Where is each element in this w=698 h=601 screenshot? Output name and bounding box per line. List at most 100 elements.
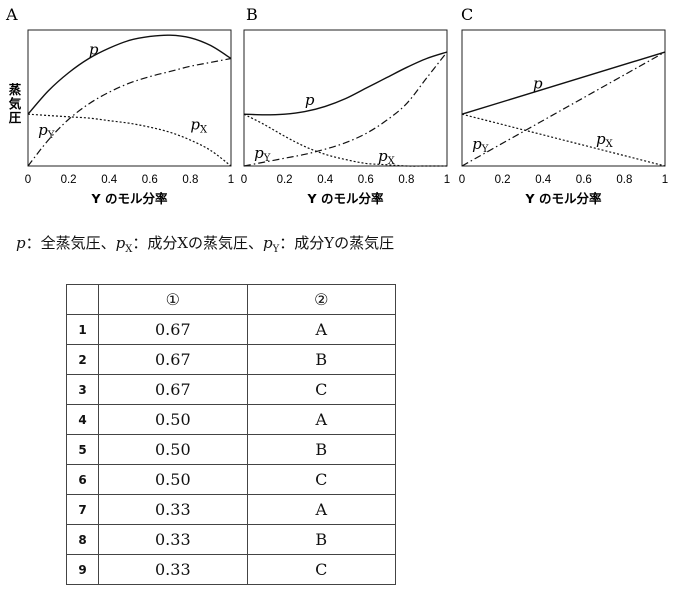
choice-value-1: 0.50 (98, 434, 248, 465)
choice-value-2: C (246, 554, 397, 585)
legend-px-desc: ：成分Xの蒸気圧、 (132, 234, 264, 252)
x-tick-label: 0.8 (398, 174, 414, 186)
curve-label-p: p (89, 41, 99, 59)
legend-py-sub: Y (272, 244, 280, 255)
panel-label: B (246, 5, 258, 24)
panel-label: A (5, 5, 18, 24)
x-tick-label: 0.6 (358, 174, 374, 186)
choice-value-2: A (246, 314, 397, 345)
series-line-px (461, 113, 666, 167)
legend-py-var: p (263, 234, 273, 252)
header-answer-2: ② (246, 284, 397, 315)
y-axis-label: 蒸気圧 (9, 82, 22, 125)
series-line-p (27, 34, 232, 115)
header-number (65, 284, 100, 315)
series-line-px (27, 113, 232, 167)
x-tick-label: 1 (662, 174, 668, 186)
x-axis-title: Y のモル分率 (525, 191, 602, 206)
legend-p-var: p (16, 234, 26, 252)
series-line-py (27, 57, 232, 167)
header-answer-1: ① (98, 284, 248, 315)
chart-panel-a: A 蒸気圧 0 0.2 0.4 0.6 0.8 1 Y のモル分率 p pY pX (5, 5, 234, 206)
choice-value-1: 0.33 (98, 524, 248, 555)
plot-frame (243, 29, 448, 167)
x-tick-label: 0.4 (535, 174, 552, 186)
series-line-px (243, 113, 447, 167)
choice-value-1: 0.33 (98, 554, 248, 585)
curve-label-px: pX (378, 147, 396, 167)
x-tick-label: 0.8 (182, 174, 198, 186)
choice-value-2: B (246, 524, 397, 555)
choice-value-1: 0.50 (98, 404, 248, 435)
choice-value-2: B (246, 344, 397, 375)
series-line-py (461, 51, 666, 167)
choice-number: 5 (65, 434, 100, 465)
x-tick-label: 0 (25, 174, 31, 186)
curve-label-py: pY (38, 121, 55, 141)
x-tick-label: 0 (459, 174, 465, 186)
legend-py-desc: ：成分Yの蒸気圧 (279, 234, 395, 252)
curve-label-px: pX (190, 116, 208, 136)
x-tick-label: 0.4 (101, 174, 118, 186)
legend-px-var: p (115, 234, 126, 252)
choice-number: 3 (65, 374, 100, 405)
series-line-p (243, 51, 448, 116)
choice-number: 9 (65, 554, 100, 585)
x-tick-label: 0.2 (277, 174, 293, 186)
panel-label: C (461, 5, 473, 24)
choice-value-2: A (246, 494, 397, 525)
table-row[interactable]: 4 0.50 A (65, 404, 397, 435)
table-row[interactable]: 6 0.50 C (65, 464, 397, 495)
x-tick-label: 1 (444, 174, 450, 186)
curve-label-py: pY (254, 144, 271, 164)
choice-value-2: C (246, 374, 397, 405)
table-row[interactable]: 1 0.67 A (65, 314, 397, 345)
choice-number: 7 (65, 494, 100, 525)
choice-number: 2 (65, 344, 100, 375)
choice-number: 6 (65, 464, 100, 495)
table-row[interactable]: 3 0.67 C (65, 374, 397, 405)
curve-legend: p：全蒸気圧、pX：成分Xの蒸気圧、pY：成分Yの蒸気圧 (16, 232, 394, 255)
choice-value-1: 0.67 (98, 344, 248, 375)
choice-value-2: B (246, 434, 397, 465)
choice-value-1: 0.33 (98, 494, 248, 525)
choice-number: 4 (65, 404, 100, 435)
series-line-p (461, 51, 666, 115)
curve-label-px: pX (596, 130, 614, 150)
x-tick-label: 0.2 (495, 174, 511, 186)
chart-panel-b: B 0 0.2 0.4 0.6 0.8 1 Y のモル分率 p pY pX (241, 5, 450, 206)
plot-frame (461, 29, 666, 167)
choice-value-1: 0.67 (98, 374, 248, 405)
choice-value-1: 0.67 (98, 314, 248, 345)
table-row[interactable]: 7 0.33 A (65, 494, 397, 525)
choice-value-2: C (246, 464, 397, 495)
vapor-pressure-charts: A 蒸気圧 0 0.2 0.4 0.6 0.8 1 Y のモル分率 p pY pX B 0 0.2 0.4 0.… (5, 5, 668, 206)
curve-label-p: p (305, 91, 315, 109)
choice-number: 8 (65, 524, 100, 555)
answer-choices-table: ① ② 1 0.67 A 2 0.67 B 3 0.67 C 4 0.50 A 5 0.50 B 6 0.50 C… (65, 284, 397, 585)
x-tick-label: 0.4 (317, 174, 334, 186)
table-row[interactable]: 5 0.50 B (65, 434, 397, 465)
table-row[interactable]: 2 0.67 B (65, 344, 397, 375)
choice-value-1: 0.50 (98, 464, 248, 495)
choice-number: 1 (65, 314, 100, 345)
x-tick-label: 1 (228, 174, 234, 186)
x-tick-label: 0.8 (616, 174, 632, 186)
x-axis-title: Y のモル分率 (91, 191, 168, 206)
x-tick-label: 0.2 (61, 174, 77, 186)
x-axis-title: Y のモル分率 (307, 191, 384, 206)
chart-panel-c: C 0 0.2 0.4 0.6 0.8 1 Y のモル分率 p pY pX (459, 5, 668, 206)
plot-frame (27, 29, 232, 167)
legend-px-sub: X (125, 244, 133, 255)
x-tick-label: 0.6 (576, 174, 592, 186)
table-row[interactable]: 8 0.33 B (65, 524, 397, 555)
curve-label-py: pY (472, 135, 489, 155)
legend-p-desc: ：全蒸気圧、 (25, 234, 116, 252)
table-row[interactable]: 9 0.33 C (65, 554, 397, 585)
series-line-py (243, 51, 448, 167)
x-tick-label: 0.6 (142, 174, 158, 186)
curve-label-p: p (533, 74, 543, 92)
x-tick-label: 0 (241, 174, 247, 186)
choice-value-2: A (246, 404, 397, 435)
table-header-row: ① ② (65, 284, 397, 315)
